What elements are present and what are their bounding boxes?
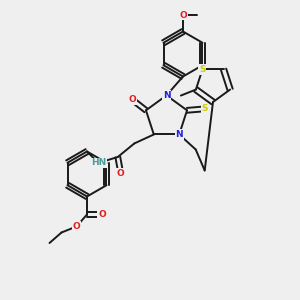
Text: O: O bbox=[98, 210, 106, 219]
Text: O: O bbox=[179, 11, 187, 20]
Text: HN: HN bbox=[91, 158, 106, 167]
Text: N: N bbox=[163, 91, 170, 100]
Text: O: O bbox=[117, 169, 125, 178]
Text: O: O bbox=[129, 95, 136, 104]
Text: O: O bbox=[73, 222, 80, 231]
Text: S: S bbox=[199, 65, 206, 74]
Text: S: S bbox=[202, 104, 208, 113]
Text: N: N bbox=[176, 130, 183, 139]
